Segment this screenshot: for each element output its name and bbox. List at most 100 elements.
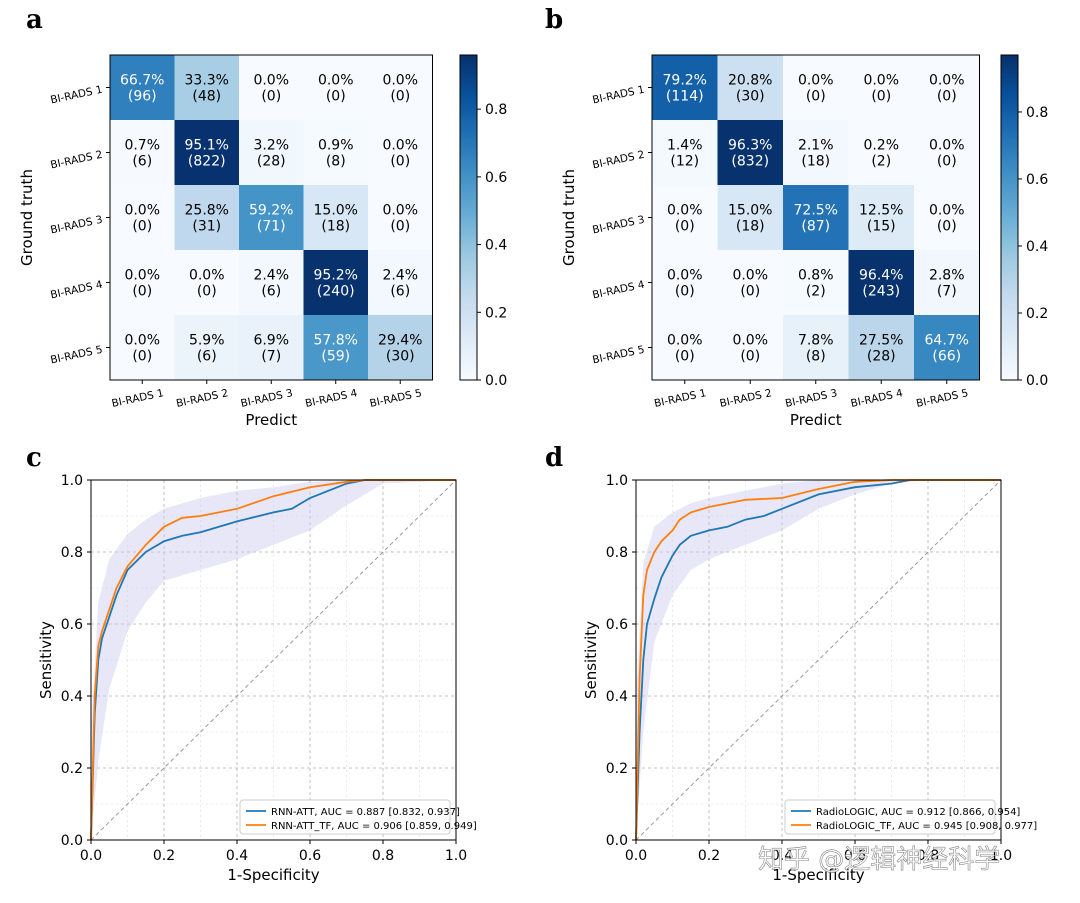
cell-count-label: (12) <box>670 154 699 170</box>
heatmap-cell <box>239 250 304 316</box>
y-tick-label: 0.6 <box>606 617 628 633</box>
heatmap-cell <box>110 250 175 316</box>
colorbar-tick-label: 0.8 <box>485 102 507 118</box>
chance-diagonal <box>635 479 1002 841</box>
cell-percent-label: 79.2% <box>663 73 707 89</box>
heatmap-cell <box>368 315 433 381</box>
heatmap-cell <box>848 250 915 316</box>
cell-percent-label: 0.0% <box>318 73 354 89</box>
x-tick-label: BI-RADS 2 <box>175 387 229 410</box>
heatmap-cell <box>174 185 240 251</box>
cell-count-label: (832) <box>731 154 769 170</box>
cell-count-label: (28) <box>867 349 896 365</box>
y-tick-label: 1.0 <box>606 473 628 489</box>
cell-percent-label: 33.3% <box>185 73 229 89</box>
cell-percent-label: 0.9% <box>318 138 354 154</box>
cell-count-label: (2) <box>806 284 826 300</box>
y-tick-label: 0.4 <box>606 689 628 705</box>
cell-count-label: (6) <box>261 284 281 300</box>
cell-count-label: (8) <box>806 349 826 365</box>
cell-count-label: (28) <box>257 154 286 170</box>
x-tick-label: 0.2 <box>153 848 175 864</box>
heatmap-cell <box>717 55 784 121</box>
cell-count-label: (0) <box>132 219 152 235</box>
x-tick-label: 0.6 <box>844 848 866 864</box>
cell-count-label: (0) <box>937 154 957 170</box>
cell-percent-label: 1.4% <box>667 138 703 154</box>
x-axis-label: Predict <box>790 411 842 429</box>
heatmap-cell <box>239 55 304 121</box>
heatmap-cell <box>368 120 433 186</box>
cell-count-label: (71) <box>257 219 286 235</box>
legend-label: RadioLOGIC_TF, AUC = 0.945 [0.908, 0.977… <box>816 821 1037 832</box>
cell-percent-label: 0.2% <box>863 138 899 154</box>
cell-count-label: (18) <box>736 219 765 235</box>
cell-count-label: (0) <box>261 89 281 105</box>
cell-count-label: (0) <box>390 219 410 235</box>
cell-percent-label: 15.0% <box>314 203 358 219</box>
heatmap-cell <box>239 315 304 381</box>
cell-percent-label: 0.0% <box>732 333 768 349</box>
legend-label: RNN-ATT, AUC = 0.887 [0.832, 0.937] <box>271 807 460 818</box>
colorbar <box>459 54 478 381</box>
cell-percent-label: 96.3% <box>728 138 772 154</box>
colorbar-tick-label: 0.8 <box>1026 105 1048 121</box>
x-tick-label: BI-RADS 3 <box>240 387 294 410</box>
x-tick-label: 0.8 <box>372 848 394 864</box>
cell-count-label: (0) <box>390 154 410 170</box>
colorbar-tick-label: 0.2 <box>485 305 507 321</box>
y-tick-label: BI-RADS 3 <box>591 214 645 237</box>
y-tick-label: BI-RADS 2 <box>49 149 103 172</box>
cell-percent-label: 0.0% <box>667 268 703 284</box>
roc-chart-d: 0.00.0 0.2 0.2 0.4 0.4 0.6 0.6 0.8 0.8 1.0 1.0 1-Sp… <box>582 473 1037 884</box>
legend-label: RNN-ATT_TF, AUC = 0.906 [0.859, 0.949] <box>271 821 477 832</box>
roc-curve-tf <box>90 479 456 841</box>
heatmap-cell <box>368 55 433 121</box>
heatmap-cell <box>303 315 369 381</box>
cell-count-label: (66) <box>932 349 961 365</box>
y-axis-label: Sensitivity <box>582 621 600 699</box>
cell-percent-label: 25.8% <box>185 203 229 219</box>
cell-percent-label: 0.0% <box>124 203 160 219</box>
plot-frame <box>90 479 457 841</box>
cell-percent-label: 0.0% <box>667 333 703 349</box>
cell-count-label: (243) <box>862 284 900 300</box>
cell-count-label: (0) <box>132 284 152 300</box>
cell-count-label: (0) <box>197 284 217 300</box>
heatmap-cell <box>914 250 980 316</box>
cell-count-label: (0) <box>326 89 346 105</box>
cell-percent-label: 95.1% <box>185 138 229 154</box>
heatmap-cell <box>239 120 304 186</box>
x-tick-label: 0.4 <box>771 848 793 864</box>
y-axis-label: Ground truth <box>18 169 36 266</box>
heatmap-cell <box>368 250 433 316</box>
cell-percent-label: 0.0% <box>929 203 965 219</box>
heatmap-cell <box>848 120 915 186</box>
cell-percent-label: 0.0% <box>382 203 418 219</box>
heatmap-cell <box>303 55 369 121</box>
cell-percent-label: 2.4% <box>253 268 289 284</box>
cell-percent-label: 0.0% <box>253 73 289 89</box>
cell-percent-label: 29.4% <box>378 333 422 349</box>
heatmap-cell <box>783 315 849 381</box>
y-tick-label: BI-RADS 1 <box>49 84 103 107</box>
plot-frame <box>635 479 1002 841</box>
cell-count-label: (0) <box>871 89 891 105</box>
y-axis-label: Sensitivity <box>37 621 55 699</box>
cell-count-label: (7) <box>937 284 957 300</box>
cell-count-label: (114) <box>666 89 704 105</box>
confidence-band <box>91 480 456 840</box>
heatmap-cell <box>848 315 915 381</box>
y-axis-label: Ground truth <box>560 169 578 266</box>
y-tick-label: 1.0 <box>61 473 83 489</box>
cell-percent-label: 2.4% <box>382 268 418 284</box>
y-tick-label: 0.6 <box>61 617 83 633</box>
chance-diagonal <box>90 479 457 841</box>
y-tick-label: 0.0 <box>61 833 83 849</box>
cell-percent-label: 0.0% <box>732 268 768 284</box>
heatmap-cell <box>174 120 240 186</box>
legend-box <box>239 799 451 835</box>
cell-count-label: (30) <box>736 89 765 105</box>
heatmap-cell <box>239 185 304 251</box>
